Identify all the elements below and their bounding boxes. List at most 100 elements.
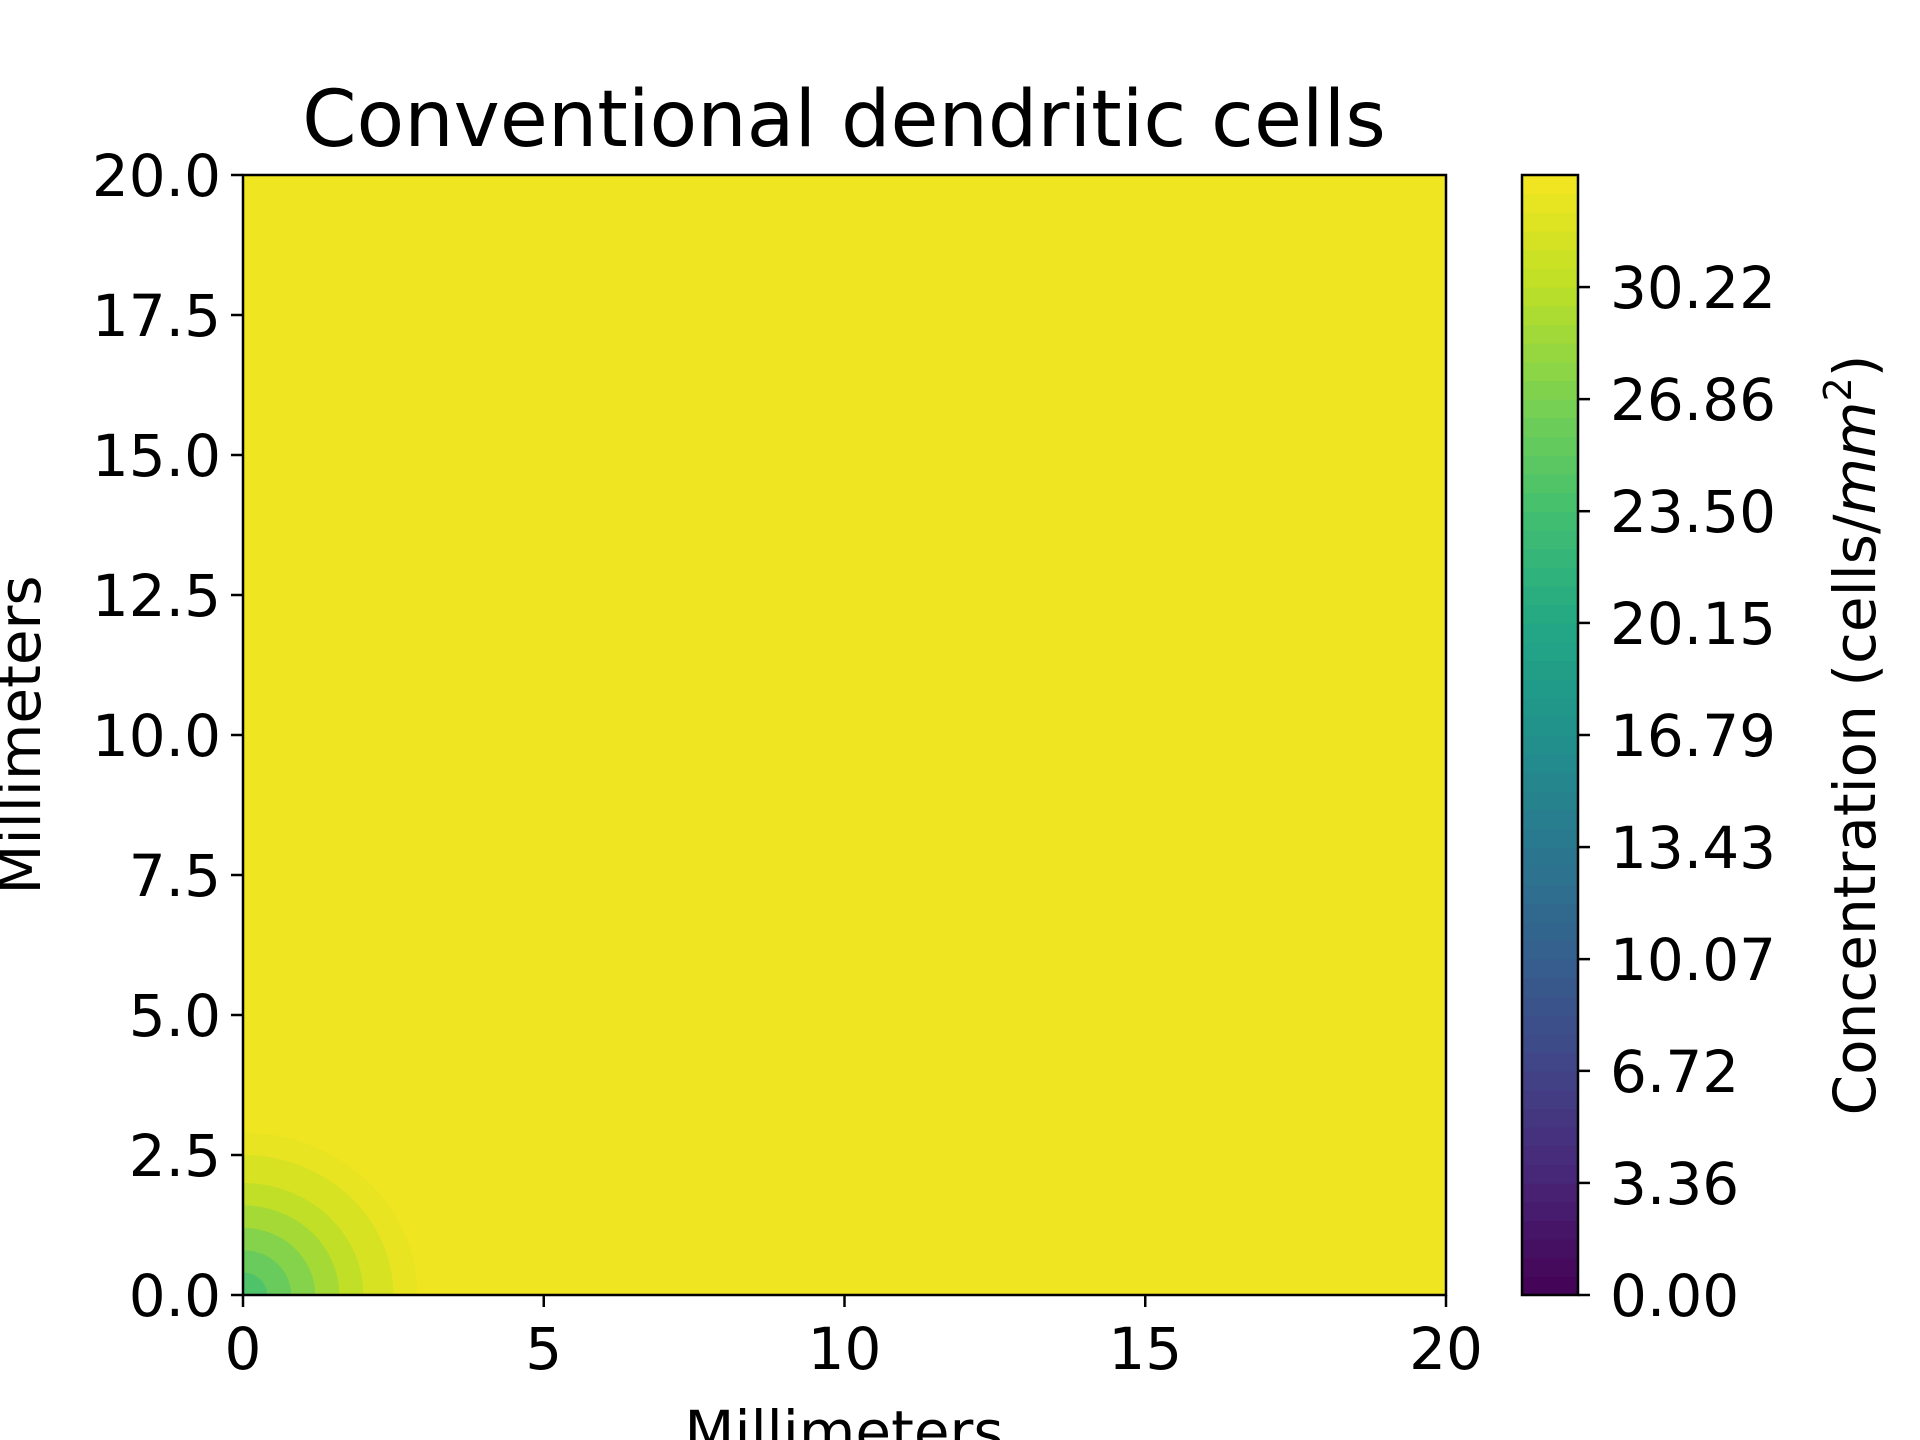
colorbar-band bbox=[1522, 884, 1578, 904]
y-axis-ticks: 0.0 2.5 5.0 7.5 10.0 12.5 15.0 17.5 20.0 bbox=[92, 142, 243, 1330]
colorbar-band bbox=[1522, 903, 1578, 923]
colorbar-band bbox=[1522, 511, 1578, 531]
colorbar-tick-label: 16.79 bbox=[1610, 702, 1776, 770]
colorbar-band bbox=[1522, 828, 1578, 848]
colorbar-band bbox=[1522, 623, 1578, 643]
colorbar-band bbox=[1522, 1089, 1578, 1109]
colorbar-band bbox=[1522, 343, 1578, 363]
colorbar-tick-label: 13.43 bbox=[1610, 814, 1776, 882]
colorbar-band bbox=[1522, 231, 1578, 251]
colorbar-band bbox=[1522, 716, 1578, 736]
colorbar-band bbox=[1522, 977, 1578, 997]
contour-background bbox=[243, 175, 1446, 1295]
colorbar-band bbox=[1522, 1220, 1578, 1240]
y-axis-label: Millimeters bbox=[0, 575, 54, 894]
colorbar-band bbox=[1522, 1071, 1578, 1091]
colorbar-band bbox=[1522, 1239, 1578, 1259]
y-tick-label: 2.5 bbox=[129, 1122, 221, 1190]
x-tick-label: 20 bbox=[1409, 1315, 1483, 1383]
y-tick-label: 20.0 bbox=[92, 142, 221, 210]
colorbar-band bbox=[1522, 735, 1578, 755]
x-axis-ticks: 0 5 10 15 20 bbox=[225, 1295, 1483, 1383]
chart-title: Conventional dendritic cells bbox=[302, 75, 1386, 165]
colorbar-band bbox=[1522, 940, 1578, 960]
colorbar-band bbox=[1522, 1052, 1578, 1072]
colorbar-band bbox=[1522, 249, 1578, 269]
colorbar-band bbox=[1522, 417, 1578, 437]
colorbar-band bbox=[1522, 436, 1578, 456]
colorbar-band bbox=[1522, 548, 1578, 568]
colorbar-band bbox=[1522, 1145, 1578, 1165]
y-tick-label: 7.5 bbox=[129, 842, 221, 910]
colorbar-band bbox=[1522, 268, 1578, 288]
colorbar-tick-label: 20.15 bbox=[1610, 590, 1776, 658]
colorbar-tick-label: 10.07 bbox=[1610, 926, 1776, 994]
colorbar-band bbox=[1522, 679, 1578, 699]
colorbar-tick-label: 30.22 bbox=[1610, 254, 1776, 322]
colorbar-band bbox=[1522, 959, 1578, 979]
colorbar-band bbox=[1522, 193, 1578, 213]
colorbar-band bbox=[1522, 1015, 1578, 1035]
colorbar-tick-label: 23.50 bbox=[1610, 478, 1776, 546]
colorbar-label-unit: mm bbox=[1821, 401, 1889, 514]
colorbar-band bbox=[1522, 212, 1578, 232]
colorbar-band bbox=[1522, 287, 1578, 307]
x-tick-label: 15 bbox=[1108, 1315, 1182, 1383]
x-tick-label: 10 bbox=[808, 1315, 882, 1383]
colorbar-band bbox=[1522, 753, 1578, 773]
colorbar-tick-label: 0.00 bbox=[1610, 1262, 1739, 1330]
colorbar-band bbox=[1522, 809, 1578, 829]
x-axis-label: Millimeters bbox=[684, 1398, 1003, 1440]
colorbar-band bbox=[1522, 847, 1578, 867]
colorbar-band bbox=[1522, 1276, 1578, 1296]
colorbar-band bbox=[1522, 604, 1578, 624]
y-tick-label: 0.0 bbox=[129, 1262, 221, 1330]
colorbar-label-prefix: Concentration (cells/ bbox=[1821, 514, 1889, 1115]
colorbar-tick-label: 6.72 bbox=[1610, 1038, 1739, 1106]
colorbar-tick-label: 26.86 bbox=[1610, 366, 1776, 434]
y-tick-label: 5.0 bbox=[129, 982, 221, 1050]
colorbar-band bbox=[1522, 1201, 1578, 1221]
colorbar-label: Concentration (cells/mm2) bbox=[1816, 355, 1889, 1116]
colorbar: 0.00 3.36 6.72 10.07 13.43 16.79 20.15 23.50 26.… bbox=[1520, 173, 1776, 1330]
colorbar-band bbox=[1522, 996, 1578, 1016]
y-tick-label: 15.0 bbox=[92, 422, 221, 490]
colorbar-band bbox=[1522, 361, 1578, 381]
colorbar-band bbox=[1522, 921, 1578, 941]
colorbar-band bbox=[1522, 585, 1578, 605]
contour-level-6 bbox=[243, 1272, 268, 1295]
colorbar-band bbox=[1522, 1183, 1578, 1203]
colorbar-band bbox=[1522, 529, 1578, 549]
colorbar-band bbox=[1522, 399, 1578, 419]
y-tick-label: 17.5 bbox=[92, 282, 221, 350]
colorbar-band bbox=[1522, 175, 1578, 195]
colorbar-band bbox=[1522, 641, 1578, 661]
y-tick-label: 12.5 bbox=[92, 562, 221, 630]
colorbar-band bbox=[1522, 1164, 1578, 1184]
colorbar-band bbox=[1522, 1033, 1578, 1053]
colorbar-band bbox=[1522, 865, 1578, 885]
colorbar-band bbox=[1522, 660, 1578, 680]
colorbar-band bbox=[1522, 697, 1578, 717]
plot-area bbox=[243, 175, 1446, 1295]
colorbar-band bbox=[1522, 1257, 1578, 1277]
colorbar-band bbox=[1522, 305, 1578, 325]
colorbar-band bbox=[1522, 455, 1578, 475]
colorbar-label-suffix: ) bbox=[1821, 355, 1889, 378]
y-tick-label: 10.0 bbox=[92, 702, 221, 770]
colorbar-label-exp: 2 bbox=[1816, 377, 1860, 401]
colorbar-band bbox=[1522, 567, 1578, 587]
colorbar-band bbox=[1522, 1127, 1578, 1147]
colorbar-tick-label: 3.36 bbox=[1610, 1150, 1739, 1218]
x-tick-label: 5 bbox=[525, 1315, 562, 1383]
colorbar-band bbox=[1522, 473, 1578, 493]
colorbar-band bbox=[1522, 791, 1578, 811]
colorbar-ticks: 0.00 3.36 6.72 10.07 13.43 16.79 20.15 23.50 26.… bbox=[1578, 254, 1776, 1330]
colorbar-band bbox=[1522, 492, 1578, 512]
x-tick-label: 0 bbox=[225, 1315, 262, 1383]
colorbar-band bbox=[1522, 324, 1578, 344]
colorbar-band bbox=[1522, 380, 1578, 400]
colorbar-band bbox=[1522, 1108, 1578, 1128]
colorbar-band bbox=[1522, 772, 1578, 792]
